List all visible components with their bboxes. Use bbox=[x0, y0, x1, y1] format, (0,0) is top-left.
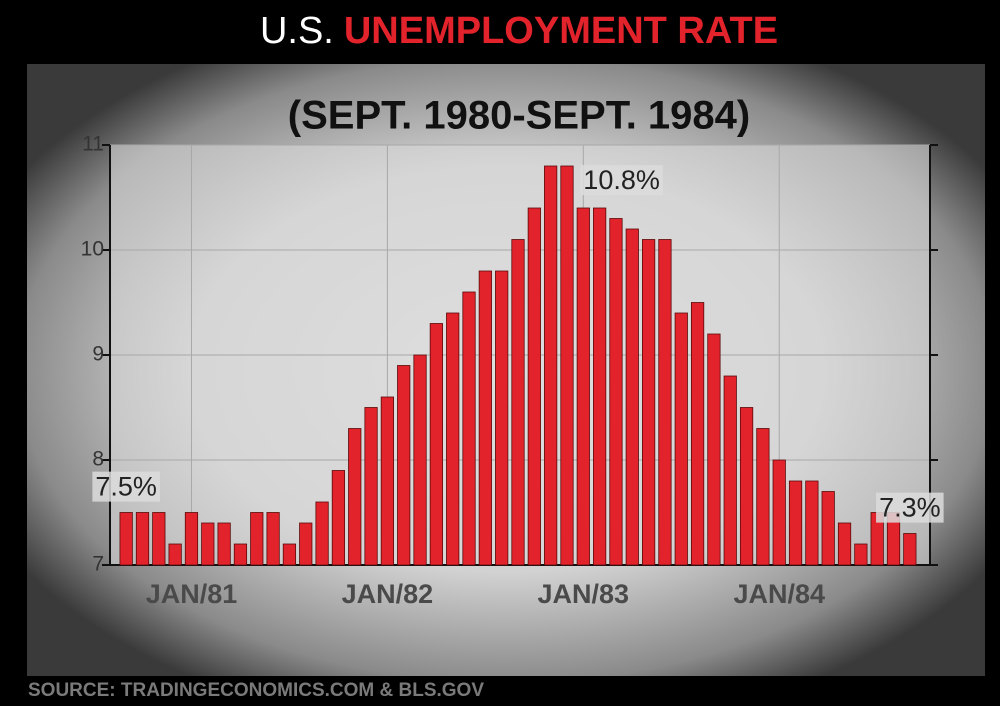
bar bbox=[674, 312, 688, 566]
value-label-bg bbox=[876, 492, 944, 523]
bar bbox=[593, 207, 607, 566]
bar bbox=[495, 270, 509, 566]
bar bbox=[462, 291, 476, 566]
bar bbox=[282, 543, 297, 566]
bar bbox=[413, 354, 427, 566]
bar bbox=[609, 218, 623, 566]
bar bbox=[331, 470, 346, 566]
bar bbox=[380, 396, 394, 566]
bar bbox=[478, 270, 492, 566]
x-tick-label: JAN/81 bbox=[146, 579, 238, 609]
bar bbox=[821, 491, 835, 566]
bar bbox=[690, 302, 705, 566]
bar bbox=[903, 533, 917, 566]
bar bbox=[250, 512, 264, 566]
value-label-bg bbox=[580, 165, 663, 196]
bar bbox=[772, 459, 786, 566]
x-tick-label: JAN/82 bbox=[342, 579, 434, 609]
y-tick-label: 9 bbox=[92, 343, 104, 366]
bar bbox=[119, 512, 133, 566]
bar bbox=[233, 543, 248, 566]
value-label: 10.8% bbox=[583, 165, 660, 195]
value-label-bg bbox=[92, 471, 160, 502]
bar bbox=[168, 543, 182, 566]
bar bbox=[658, 239, 672, 566]
bar bbox=[299, 522, 313, 566]
bar bbox=[739, 407, 754, 566]
bar bbox=[788, 480, 803, 566]
bar bbox=[854, 543, 868, 566]
bar bbox=[560, 165, 574, 566]
bar bbox=[152, 512, 166, 566]
value-label: 7.3% bbox=[879, 493, 941, 523]
bar bbox=[756, 428, 770, 566]
y-tick-label: 11 bbox=[82, 133, 104, 156]
y-tick-label: 7 bbox=[92, 553, 104, 576]
bar bbox=[707, 333, 721, 566]
bar bbox=[397, 365, 411, 566]
x-tick-label: JAN/83 bbox=[538, 579, 630, 609]
chart-title: UNEMPLOYMENT RATE bbox=[344, 10, 778, 52]
bar bbox=[135, 512, 150, 566]
bar bbox=[315, 501, 329, 566]
bar bbox=[805, 480, 819, 566]
bar bbox=[576, 207, 590, 566]
bar bbox=[201, 522, 215, 566]
bar bbox=[266, 512, 280, 566]
bar bbox=[625, 228, 639, 566]
bar bbox=[429, 323, 443, 566]
bar bbox=[446, 312, 460, 566]
y-tick-label: 10 bbox=[81, 238, 104, 261]
bar bbox=[364, 407, 378, 566]
bar bbox=[348, 428, 362, 566]
bar bbox=[837, 522, 852, 566]
y-tick-label: 8 bbox=[92, 448, 104, 471]
x-tick-label: JAN/84 bbox=[733, 579, 825, 609]
bar bbox=[217, 522, 231, 566]
bar bbox=[511, 239, 525, 566]
bar bbox=[527, 207, 541, 566]
plot: JAN/81 JAN/82 JAN/83 JAN/84 7 8 9 10 11 7.5% 10.8%… bbox=[81, 133, 944, 609]
title-lead: U.S. bbox=[260, 10, 334, 52]
bar bbox=[184, 512, 199, 566]
chart-subtitle: (SEPT. 1980-SEPT. 1984) bbox=[288, 94, 750, 138]
bar bbox=[723, 375, 737, 566]
bar bbox=[642, 239, 656, 566]
source: SOURCE: TRADINGECONOMICS.COM & BLS.GOV bbox=[28, 680, 484, 701]
bar bbox=[544, 165, 558, 566]
value-label: 7.5% bbox=[95, 472, 157, 502]
